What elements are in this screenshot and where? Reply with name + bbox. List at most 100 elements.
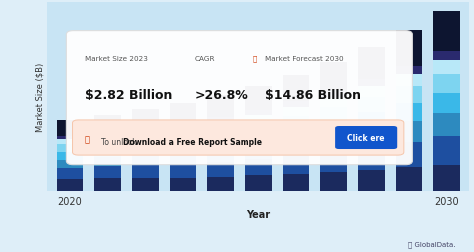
Bar <box>396 87 422 104</box>
Bar <box>132 128 158 132</box>
Bar <box>132 110 158 128</box>
Bar <box>320 136 347 153</box>
Bar <box>320 92 347 99</box>
Bar <box>434 74 460 93</box>
Bar <box>94 141 121 149</box>
Bar <box>283 156 309 174</box>
Bar <box>283 108 309 116</box>
Bar <box>245 160 272 176</box>
Bar <box>132 132 158 138</box>
Bar <box>94 136 121 141</box>
Bar <box>170 178 196 192</box>
Bar <box>283 76 309 102</box>
Bar <box>170 104 196 123</box>
Bar <box>396 104 422 122</box>
Bar <box>434 114 460 137</box>
Bar <box>320 99 347 108</box>
Bar <box>245 110 272 115</box>
Bar <box>132 138 158 146</box>
Bar <box>396 168 422 192</box>
Bar <box>396 67 422 75</box>
Bar <box>434 137 460 165</box>
Bar <box>208 122 234 129</box>
Bar <box>94 167 121 179</box>
Text: To unlock: To unlock <box>101 137 139 146</box>
Bar <box>57 180 83 192</box>
Bar <box>358 170 384 192</box>
Bar <box>208 117 234 122</box>
Bar <box>358 113 384 129</box>
Text: ⧖ GlobalData.: ⧖ GlobalData. <box>408 240 455 247</box>
Bar <box>434 52 460 61</box>
Bar <box>283 116 309 129</box>
Bar <box>208 177 234 192</box>
Bar <box>170 153 196 164</box>
Bar <box>434 12 460 52</box>
Bar <box>320 153 347 173</box>
Bar <box>245 146 272 160</box>
Bar <box>434 165 460 192</box>
Text: CAGR: CAGR <box>194 55 215 61</box>
Bar <box>57 140 83 145</box>
Bar <box>94 132 121 136</box>
Bar <box>320 63 347 92</box>
Bar <box>208 162 234 177</box>
Bar <box>132 166 158 178</box>
Bar <box>94 179 121 192</box>
Y-axis label: Market Size ($B): Market Size ($B) <box>36 62 45 132</box>
Text: >26.8%: >26.8% <box>194 88 248 101</box>
Bar <box>396 142 422 168</box>
Bar <box>208 150 234 162</box>
Bar <box>320 122 347 136</box>
Text: Download a Free Report Sample: Download a Free Report Sample <box>123 137 262 146</box>
Bar <box>208 129 234 139</box>
Bar <box>245 115 272 123</box>
Bar <box>396 122 422 142</box>
Bar <box>245 176 272 192</box>
Bar <box>170 164 196 178</box>
Bar <box>94 115 121 132</box>
Bar <box>94 158 121 167</box>
Bar <box>57 145 83 152</box>
Bar <box>57 169 83 180</box>
Bar <box>170 143 196 153</box>
Bar <box>170 123 196 128</box>
Bar <box>434 61 460 74</box>
Text: $14.86 Billion: $14.86 Billion <box>265 88 362 101</box>
Bar <box>170 134 196 143</box>
Bar <box>283 174 309 192</box>
Bar <box>358 98 384 113</box>
Bar <box>283 129 309 142</box>
Text: Market Size 2023: Market Size 2023 <box>85 55 148 61</box>
Text: $2.82 Billion: $2.82 Billion <box>85 88 173 101</box>
Bar <box>283 142 309 156</box>
Bar <box>132 146 158 155</box>
Bar <box>245 123 272 135</box>
Bar <box>358 87 384 98</box>
Bar <box>94 149 121 158</box>
Bar <box>57 152 83 160</box>
Bar <box>57 160 83 169</box>
Bar <box>132 155 158 166</box>
Bar <box>396 30 422 67</box>
X-axis label: Year: Year <box>246 209 270 219</box>
Text: Click ere: Click ere <box>347 134 385 142</box>
Bar <box>434 93 460 114</box>
Bar <box>245 135 272 146</box>
Bar <box>57 121 83 136</box>
Bar <box>208 139 234 150</box>
Bar <box>358 47 384 80</box>
Bar <box>358 129 384 148</box>
Bar <box>170 128 196 134</box>
Bar <box>283 102 309 108</box>
Bar <box>320 108 347 122</box>
Bar <box>396 75 422 87</box>
Bar <box>245 87 272 110</box>
Bar <box>320 173 347 192</box>
Text: 🔒: 🔒 <box>84 135 90 143</box>
Bar <box>132 178 158 192</box>
Bar <box>358 80 384 87</box>
Bar <box>358 148 384 170</box>
Bar <box>57 136 83 140</box>
Bar <box>208 96 234 117</box>
